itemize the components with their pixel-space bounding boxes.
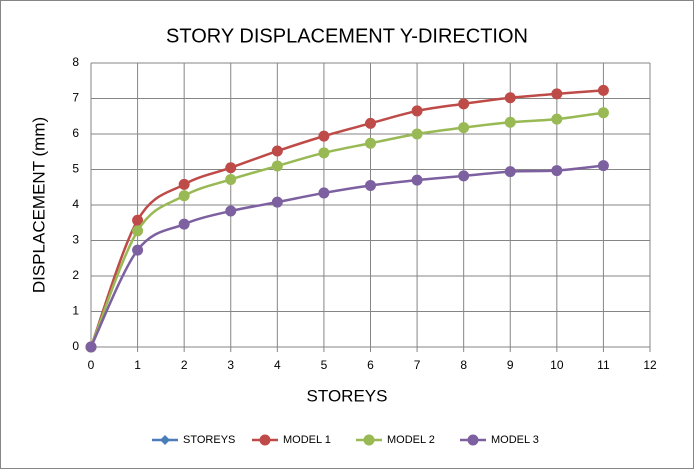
marker [225, 173, 237, 185]
x-tick-label: 11 [597, 358, 610, 372]
legend-label: MODEL 1 [283, 434, 331, 446]
legend-label: MODEL 2 [387, 434, 435, 446]
y-tick-label: 7 [72, 91, 79, 105]
marker [504, 116, 516, 128]
x-tick-label: 5 [321, 358, 328, 372]
x-tick-label: 4 [274, 358, 281, 372]
marker [178, 190, 190, 202]
x-tick-label: 12 [643, 358, 657, 372]
marker [271, 196, 283, 208]
x-tick-label: 9 [507, 358, 514, 372]
marker [551, 165, 563, 177]
marker [551, 88, 563, 100]
x-axis-title: STOREYS [307, 386, 388, 405]
y-tick-label: 5 [72, 162, 79, 176]
marker [365, 117, 376, 129]
chart-title: STORY DISPLACEMENT Y-DIRECTION [166, 25, 528, 47]
y-axis-title: DISPLACEMENT (mm) [29, 117, 48, 293]
legend-marker [259, 434, 271, 446]
x-tick-label: 2 [181, 358, 188, 372]
marker [132, 225, 144, 237]
marker [597, 107, 609, 119]
legend-label: MODEL 3 [491, 434, 539, 446]
marker [318, 187, 330, 199]
x-tick-label: 1 [134, 358, 141, 372]
x-tick-label: 3 [227, 358, 234, 372]
marker [411, 105, 423, 117]
marker [597, 160, 609, 172]
marker [365, 137, 376, 149]
legend-marker [467, 434, 479, 446]
x-tick-label: 6 [367, 358, 374, 372]
y-tick-label: 8 [72, 55, 79, 69]
y-tick-label: 2 [72, 268, 79, 282]
y-tick-label: 6 [72, 126, 79, 140]
legend-label: STOREYS [183, 434, 235, 446]
marker [458, 122, 470, 134]
marker [551, 113, 563, 125]
x-tick-label: 7 [414, 358, 421, 372]
marker [178, 178, 190, 190]
marker [318, 130, 330, 142]
marker [271, 145, 283, 157]
marker [225, 205, 237, 217]
marker [318, 147, 330, 159]
marker [85, 341, 97, 353]
y-tick-label: 3 [72, 233, 79, 247]
marker [504, 166, 516, 178]
marker [458, 170, 470, 182]
marker [225, 162, 237, 174]
marker [271, 160, 283, 172]
legend-marker [363, 434, 375, 446]
x-tick-label: 0 [88, 358, 95, 372]
marker [132, 214, 144, 226]
marker [178, 218, 190, 230]
marker [132, 244, 144, 256]
y-tick-label: 1 [72, 304, 79, 318]
x-tick-label: 10 [550, 358, 564, 372]
marker [411, 174, 423, 186]
y-tick-label: 0 [72, 339, 79, 353]
y-tick-label: 4 [72, 197, 79, 211]
legend-marker [160, 435, 170, 445]
marker [504, 92, 516, 104]
marker [411, 128, 423, 140]
marker [365, 179, 376, 191]
x-tick-label: 8 [460, 358, 467, 372]
marker [458, 98, 470, 110]
marker [597, 84, 609, 96]
